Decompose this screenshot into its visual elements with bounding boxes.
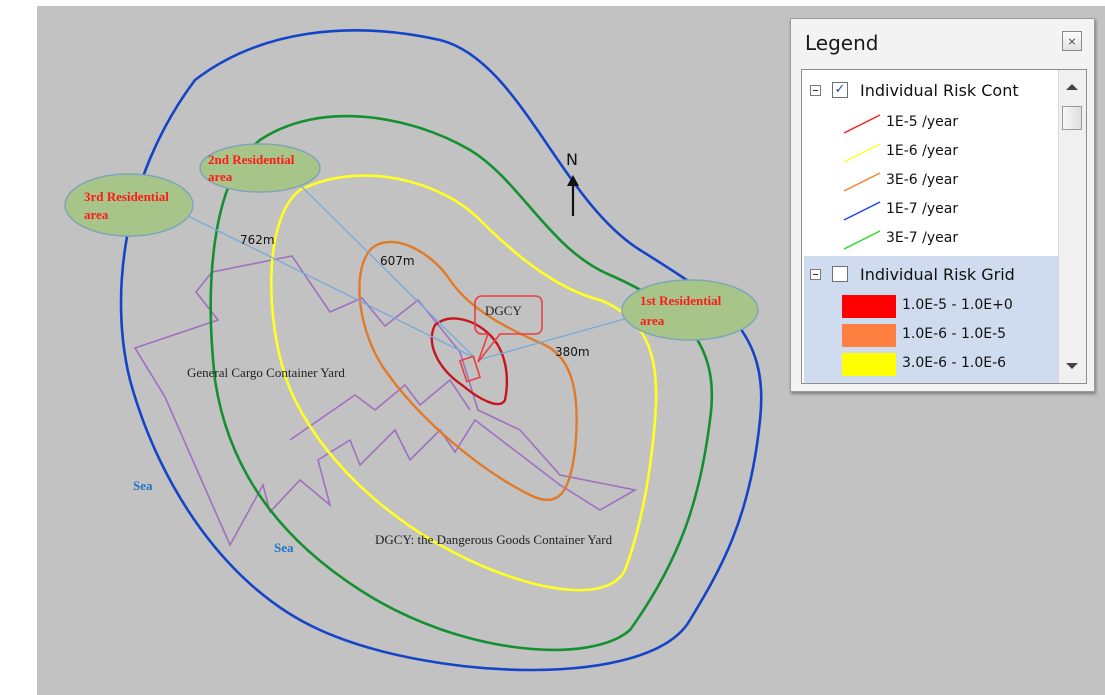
contour-3e-6 xyxy=(358,240,578,502)
contour-1e-6 xyxy=(269,174,658,592)
legend-item-label: 3E-7 /year xyxy=(886,230,959,246)
legend-group-grid[interactable]: Individual Risk Grid 1.0E-5 - 1.0E+0 1.0… xyxy=(804,256,1058,383)
residential-area-3-label: 3rd Residential xyxy=(84,189,169,204)
legend-item-label: 1E-5 /year xyxy=(886,114,959,130)
residential-area-2-label: 2nd Residential xyxy=(208,152,295,167)
contour-1e-7 xyxy=(119,29,763,672)
contour-1e-5 xyxy=(430,317,509,406)
legend-item-label: 3E-6 /year xyxy=(886,172,959,188)
grid-color-swatch xyxy=(842,353,896,376)
sea-label-bottom: Sea xyxy=(274,540,294,555)
residential-area-1-label-line2: area xyxy=(640,313,665,328)
north-arrow-head-icon xyxy=(567,175,579,186)
legend-item-3e-6: 3E-6 /year xyxy=(802,167,1058,196)
scroll-thumb[interactable] xyxy=(1062,106,1082,130)
residential-area-1: 1st Residential area xyxy=(621,279,759,341)
grid-item-label: 1.0E-5 - 1.0E+0 xyxy=(902,297,1013,313)
grid-layer-checkbox[interactable] xyxy=(832,266,848,282)
grid-group-label: Individual Risk Grid xyxy=(860,265,1015,284)
legend-item-1e-6: 1E-6 /year xyxy=(802,138,1058,167)
dgcy-callout xyxy=(474,295,543,363)
grid-item-label: 3.0E-6 - 1.0E-6 xyxy=(902,355,1007,371)
legend-group-grid-header: Individual Risk Grid xyxy=(802,258,1058,292)
legend-item-1e-5: 1E-5 /year xyxy=(802,109,1058,138)
distance-label-380m: 380m xyxy=(555,345,590,359)
distance-label-762m: 762m xyxy=(240,233,275,247)
contour-group-label: Individual Risk Cont xyxy=(860,81,1019,100)
close-icon[interactable]: ⨯ xyxy=(1062,31,1082,51)
legend-grid-item-2: 1.0E-6 - 1.0E-5 xyxy=(802,321,1058,350)
grid-item-label: 1.0E-6 - 1.0E-5 xyxy=(902,326,1007,342)
grid-color-swatch xyxy=(842,295,896,318)
legend-window[interactable]: Legend ⨯ ✓ Individual Risk Cont 1E-5 /ye… xyxy=(790,18,1095,392)
contour-line-swatch xyxy=(843,230,881,250)
dgcy-site xyxy=(458,355,482,383)
legend-grid-item-3: 3.0E-6 - 1.0E-6 xyxy=(802,350,1058,379)
residential-area-2-label-line2: area xyxy=(208,169,233,184)
contour-3e-7 xyxy=(209,114,714,652)
legend-content-panel[interactable]: ✓ Individual Risk Cont 1E-5 /year 1E-6 /… xyxy=(801,69,1087,384)
collapse-icon[interactable] xyxy=(810,269,821,280)
legend-group-contours: ✓ Individual Risk Cont xyxy=(802,74,1058,108)
distance-lines xyxy=(179,184,629,361)
general-cargo-yard-label: General Cargo Container Yard xyxy=(187,365,345,380)
legend-grid-item-1: 1.0E-5 - 1.0E+0 xyxy=(802,292,1058,321)
legend-item-3e-7: 3E-7 /year xyxy=(802,225,1058,254)
residential-area-3-label-line2: area xyxy=(84,207,109,222)
distance-label-607m: 607m xyxy=(380,254,415,268)
collapse-icon[interactable] xyxy=(810,85,821,96)
scroll-up-icon[interactable] xyxy=(1066,84,1078,90)
contour-line-swatch xyxy=(843,172,881,192)
contour-line-swatch xyxy=(843,201,881,221)
general-cargo-yard-outline xyxy=(133,255,638,547)
grid-color-swatch xyxy=(842,324,896,347)
scroll-down-icon[interactable] xyxy=(1066,363,1078,369)
legend-scrollbar[interactable] xyxy=(1058,70,1086,383)
contour-line-swatch xyxy=(843,114,881,134)
contour-layer-checkbox[interactable]: ✓ xyxy=(832,82,848,98)
legend-item-label: 1E-7 /year xyxy=(886,201,959,217)
north-label: N xyxy=(566,150,578,169)
legend-item-label: 1E-6 /year xyxy=(886,143,959,159)
legend-item-1e-7: 1E-7 /year xyxy=(802,196,1058,225)
residential-area-2: 2nd Residential area xyxy=(199,143,321,193)
residential-area-3: 3rd Residential area xyxy=(64,173,194,237)
contour-line-swatch xyxy=(843,143,881,163)
north-arrow: N xyxy=(566,150,579,216)
sea-label-left: Sea xyxy=(133,478,153,493)
legend-title: Legend xyxy=(805,31,879,55)
yard-inner-outline xyxy=(289,378,471,441)
dgcy-label: DGCY xyxy=(485,303,522,318)
dgcy-footnote: DGCY: the Dangerous Goods Container Yard xyxy=(375,532,613,547)
residential-area-1-label: 1st Residential xyxy=(640,293,722,308)
